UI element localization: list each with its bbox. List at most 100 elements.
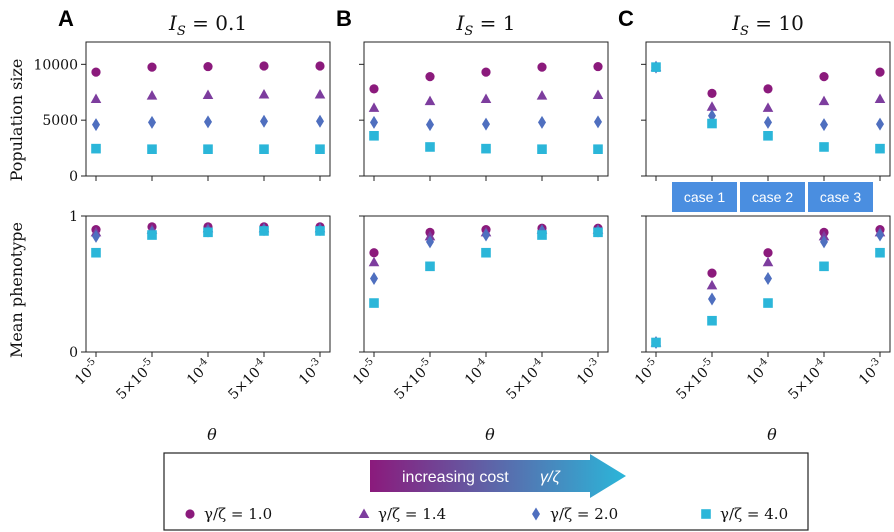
point-population-diamond bbox=[204, 115, 212, 129]
point-population-triangle bbox=[368, 102, 380, 112]
point-phenotype-diamond bbox=[426, 235, 434, 249]
xtick-label: 10-4​ bbox=[183, 356, 215, 388]
point-phenotype-square bbox=[91, 247, 101, 258]
point-population-circle bbox=[537, 62, 547, 72]
point-phenotype-square bbox=[259, 226, 269, 236]
point-phenotype-diamond bbox=[708, 292, 716, 306]
case-box bbox=[740, 182, 805, 212]
top-plot-frame bbox=[363, 41, 609, 177]
xtick-label: 10-4​ bbox=[461, 356, 493, 388]
panel-title: IS = 1 bbox=[455, 11, 515, 39]
bottom-ytick-label: 0 bbox=[69, 345, 78, 361]
point-phenotype-square bbox=[481, 247, 491, 258]
panels: A IS = 0.1 0 5000 10000 0 1 10-5​ 5×10-5​ 10-4​ 5×… bbox=[33, 6, 891, 444]
point-population-square bbox=[875, 143, 885, 154]
point-population-square bbox=[91, 143, 101, 154]
point-population-square bbox=[315, 144, 325, 154]
point-population-square bbox=[537, 144, 547, 154]
bottom-ytick-label: 1 bbox=[69, 209, 78, 225]
point-phenotype-diamond bbox=[820, 235, 828, 249]
xtick-label: 10-3​ bbox=[855, 356, 887, 388]
point-phenotype-square bbox=[819, 261, 829, 272]
point-phenotype-square bbox=[425, 261, 435, 272]
top-ytick-label: 5000 bbox=[42, 113, 78, 129]
point-population-diamond bbox=[820, 118, 828, 132]
point-population-circle bbox=[203, 61, 213, 72]
point-population-diamond bbox=[764, 115, 772, 129]
gradient-label: increasing cost bbox=[402, 469, 509, 486]
point-population-square bbox=[593, 144, 603, 154]
xtick-label: 5×10-4​ bbox=[502, 356, 549, 403]
xlabel: θ bbox=[207, 425, 217, 444]
panel-letter: C bbox=[618, 6, 634, 31]
case-box bbox=[672, 182, 737, 212]
point-phenotype-square bbox=[203, 227, 213, 238]
point-population-diamond bbox=[426, 118, 434, 132]
bottom-ylabel: Mean phenotype bbox=[7, 222, 26, 358]
point-population-triangle bbox=[480, 93, 492, 103]
point-phenotype-square bbox=[315, 226, 325, 236]
point-population-diamond bbox=[876, 117, 884, 131]
point-population-triangle bbox=[706, 101, 718, 111]
point-population-circle bbox=[147, 62, 157, 72]
point-population-circle bbox=[91, 67, 101, 77]
point-population-square bbox=[481, 143, 491, 154]
point-population-square bbox=[369, 131, 379, 141]
point-population-circle bbox=[763, 84, 773, 94]
point-phenotype-square bbox=[875, 247, 885, 258]
point-population-triangle bbox=[592, 89, 604, 100]
xtick-label: 10-5​ bbox=[631, 356, 663, 388]
panel-b: B IS = 1 10-5​ 5×10-5​ 10-4​ 5×10-4​ 10-3​ θ bbox=[336, 6, 609, 444]
xtick-label: 5×10-4​ bbox=[784, 356, 831, 403]
point-phenotype-square bbox=[147, 230, 157, 240]
gradient-sublabel: γ/ζ bbox=[540, 469, 561, 486]
point-population-square bbox=[147, 144, 157, 154]
point-population-diamond bbox=[316, 114, 324, 128]
point-population-diamond bbox=[92, 118, 100, 132]
point-phenotype-diamond bbox=[876, 228, 884, 242]
xtick-label: 5×10-5​ bbox=[112, 356, 159, 403]
xlabel: θ bbox=[767, 425, 777, 444]
xtick-label: 5×10-4​ bbox=[224, 356, 271, 403]
case-label: case 3 bbox=[820, 189, 861, 205]
point-phenotype-diamond bbox=[482, 228, 490, 242]
point-population-square bbox=[259, 144, 269, 154]
point-population-diamond bbox=[538, 115, 546, 129]
point-population-square bbox=[707, 118, 717, 129]
point-population-square bbox=[651, 62, 661, 72]
top-ytick-label: 10000 bbox=[33, 57, 78, 73]
panel-letter: A bbox=[58, 6, 74, 31]
point-population-diamond bbox=[482, 117, 490, 131]
point-population-diamond bbox=[148, 115, 156, 129]
point-population-triangle bbox=[146, 90, 158, 100]
point-population-circle bbox=[425, 72, 435, 82]
case-label: case 1 bbox=[684, 189, 725, 205]
top-ylabel: Population size bbox=[7, 59, 26, 182]
point-population-circle bbox=[819, 72, 829, 82]
point-phenotype-triangle bbox=[762, 256, 774, 267]
point-population-circle bbox=[259, 61, 269, 71]
panel-title: IS = 0.1 bbox=[168, 11, 247, 39]
cost-gradient-arrow bbox=[370, 454, 626, 498]
point-population-triangle bbox=[536, 90, 548, 100]
point-phenotype-diamond bbox=[92, 229, 100, 243]
panel-c: C IS = 10 10-5​ 5×10-5​ 10-4​ 5×10-4​ 10-3​ θ bbox=[618, 6, 891, 444]
point-phenotype-diamond bbox=[370, 272, 378, 286]
point-phenotype-circle bbox=[369, 248, 379, 258]
point-population-diamond bbox=[260, 114, 268, 128]
point-population-circle bbox=[707, 88, 717, 98]
point-phenotype-triangle bbox=[706, 279, 718, 290]
point-population-triangle bbox=[762, 102, 774, 112]
legend-marker-diamond bbox=[532, 507, 540, 521]
point-population-triangle bbox=[314, 88, 326, 99]
point-population-circle bbox=[315, 61, 325, 71]
point-population-triangle bbox=[90, 93, 102, 103]
point-phenotype-triangle bbox=[368, 256, 380, 267]
point-population-triangle bbox=[818, 95, 830, 106]
legend: increasing cost γ/ζ γ/ζ = 1.0 γ/ζ = 1.4 γ/… bbox=[163, 452, 809, 531]
panel-title: IS = 10 bbox=[731, 11, 804, 39]
legend-items: γ/ζ = 1.0 γ/ζ = 1.4 γ/ζ = 2.0 γ/ζ = 4.0 bbox=[185, 505, 788, 523]
xtick-label: 10-4​ bbox=[743, 356, 775, 388]
point-phenotype-diamond bbox=[764, 272, 772, 286]
point-population-diamond bbox=[594, 115, 602, 129]
